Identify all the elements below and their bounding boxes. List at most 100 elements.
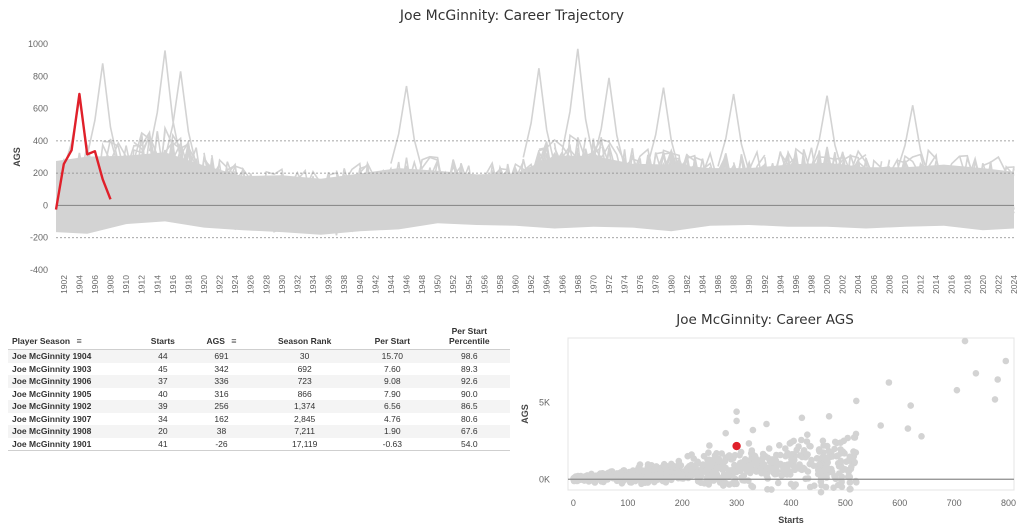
scatter-point bbox=[687, 471, 694, 479]
cell-season-rank: 723 bbox=[253, 375, 356, 388]
cell-per-start: 7.60 bbox=[384, 363, 401, 374]
scatter-point bbox=[831, 445, 838, 453]
table-row[interactable]: Joe McGinnity 1901 41 -26 17,119 -0.63 54.0 bbox=[8, 437, 510, 451]
y-tick-label: -400 bbox=[30, 265, 48, 275]
x-tick-label: 2006 bbox=[869, 275, 879, 294]
scatter-point bbox=[749, 483, 757, 491]
scatter-point bbox=[747, 450, 755, 457]
x-tick-label: 1932 bbox=[292, 275, 302, 294]
x-tick-label: 2024 bbox=[1009, 275, 1019, 294]
x-tick-label: 1952 bbox=[448, 275, 458, 294]
col-per-start-percentile[interactable]: Per Start Percentile bbox=[428, 318, 510, 350]
x-tick-label: 2000 bbox=[822, 275, 832, 294]
x-tick-label: 1958 bbox=[495, 275, 505, 294]
scatter-point bbox=[651, 465, 659, 472]
scatter-point bbox=[619, 471, 626, 478]
table-row[interactable]: Joe McGinnity 1904 44 691 30 15.70 98.6 bbox=[8, 349, 510, 363]
scatter-point bbox=[773, 462, 781, 470]
cell-season-rank: 692 bbox=[297, 363, 312, 374]
cell-ags: 256 bbox=[189, 400, 254, 413]
scatter-point bbox=[810, 462, 817, 469]
x-tick-label: 1990 bbox=[744, 275, 754, 294]
x-tick-label: 1918 bbox=[183, 275, 193, 294]
cell-starts: 45 bbox=[158, 363, 168, 374]
cell-season-rank: 17,119 bbox=[253, 437, 356, 451]
scatter-point bbox=[733, 408, 740, 415]
cell-season-rank: 2,845 bbox=[294, 413, 316, 424]
scatter-point bbox=[798, 414, 806, 422]
scatter-point bbox=[907, 402, 914, 409]
x-tick-label: 300 bbox=[729, 498, 744, 508]
scatter-point bbox=[811, 482, 818, 489]
cell-ags: -26 bbox=[189, 437, 254, 451]
col-player-season[interactable]: Player Season ≡ bbox=[8, 318, 136, 350]
cell-per-start: 9.08 bbox=[356, 375, 429, 388]
cell-ags: 316 bbox=[214, 388, 229, 399]
scatter-point bbox=[804, 468, 812, 475]
y-tick-label: 1000 bbox=[28, 39, 48, 49]
table-row[interactable]: Joe McGinnity 1902 39 256 1,374 6.56 86.5 bbox=[8, 400, 510, 413]
table-row[interactable]: Joe McGinnity 1903 45 342 692 7.60 89.3 bbox=[8, 363, 510, 376]
x-tick-label: 1970 bbox=[588, 275, 598, 294]
col-per-start[interactable]: Per Start bbox=[356, 318, 429, 350]
x-tick-label: 1906 bbox=[90, 275, 100, 294]
scatter-point bbox=[837, 450, 845, 457]
scatter-point bbox=[852, 430, 860, 438]
scatter-point bbox=[831, 472, 838, 480]
cell-player-season: Joe McGinnity 1901 bbox=[8, 437, 136, 451]
cell-starts: 44 bbox=[136, 349, 190, 363]
scatter-point bbox=[764, 486, 771, 493]
scatter-point bbox=[825, 447, 832, 455]
scatter-point bbox=[877, 422, 884, 429]
table-row[interactable]: Joe McGinnity 1907 34 162 2,845 4.76 80.6 bbox=[8, 413, 510, 426]
x-tick-label: 1954 bbox=[464, 275, 474, 294]
cell-season-rank: 30 bbox=[253, 349, 356, 363]
sort-icon[interactable]: ≡ bbox=[76, 336, 82, 346]
sort-icon[interactable]: ≡ bbox=[231, 336, 237, 346]
col-ags[interactable]: AGS ≡ bbox=[189, 318, 254, 350]
scatter-point bbox=[613, 477, 621, 485]
scatter-point bbox=[819, 453, 827, 460]
y-tick-label: 400 bbox=[33, 136, 48, 146]
x-tick-label: 1982 bbox=[682, 275, 692, 294]
scatter-point bbox=[759, 461, 767, 469]
background-series-line bbox=[592, 77, 626, 168]
scatter-point bbox=[846, 453, 853, 461]
scatter-point bbox=[838, 473, 846, 480]
x-tick-label: 1930 bbox=[277, 275, 287, 294]
x-axis-label: Starts bbox=[778, 515, 804, 525]
scatter-point bbox=[725, 473, 733, 481]
cell-ags: 336 bbox=[189, 375, 254, 388]
cell-per-start: -0.63 bbox=[356, 437, 429, 451]
x-tick-label: 2014 bbox=[931, 275, 941, 294]
scatter-point bbox=[662, 479, 670, 486]
x-tick-label: 1978 bbox=[651, 275, 661, 294]
scatter-point bbox=[787, 480, 795, 488]
scatter-point bbox=[991, 396, 999, 403]
scatter-point bbox=[777, 451, 784, 459]
y-tick-label: 0 bbox=[43, 200, 48, 210]
cell-per-start-percentile: 98.6 bbox=[428, 349, 510, 363]
table-row[interactable]: Joe McGinnity 1906 37 336 723 9.08 92.6 bbox=[8, 375, 510, 388]
scatter-point bbox=[796, 461, 803, 468]
col-season-rank[interactable]: Season Rank bbox=[253, 318, 356, 350]
table-row[interactable]: Joe McGinnity 1908 20 38 7,211 1.90 67.6 bbox=[8, 425, 510, 438]
x-tick-label: 1984 bbox=[697, 275, 707, 294]
scatter-point bbox=[825, 413, 833, 420]
background-series-line bbox=[810, 95, 844, 173]
x-tick-label: 1912 bbox=[137, 275, 147, 294]
cell-per-start: 1.90 bbox=[356, 425, 429, 438]
x-tick-label: 800 bbox=[1001, 498, 1016, 508]
cell-season-rank: 7,211 bbox=[253, 425, 356, 438]
col-starts[interactable]: Starts bbox=[136, 318, 190, 350]
cell-player-season: Joe McGinnity 1903 bbox=[12, 363, 92, 374]
table-row[interactable]: Joe McGinnity 1905 40 316 866 7.90 90.0 bbox=[8, 388, 510, 401]
scatter-point bbox=[806, 442, 813, 450]
scatter-point bbox=[712, 467, 719, 475]
scatter-point bbox=[624, 471, 632, 479]
x-tick-label: 1902 bbox=[59, 275, 69, 294]
scatter-point bbox=[760, 468, 768, 475]
scatter-point bbox=[700, 452, 708, 460]
x-tick-label: 1992 bbox=[760, 275, 770, 294]
x-tick-label: 2018 bbox=[962, 275, 972, 294]
